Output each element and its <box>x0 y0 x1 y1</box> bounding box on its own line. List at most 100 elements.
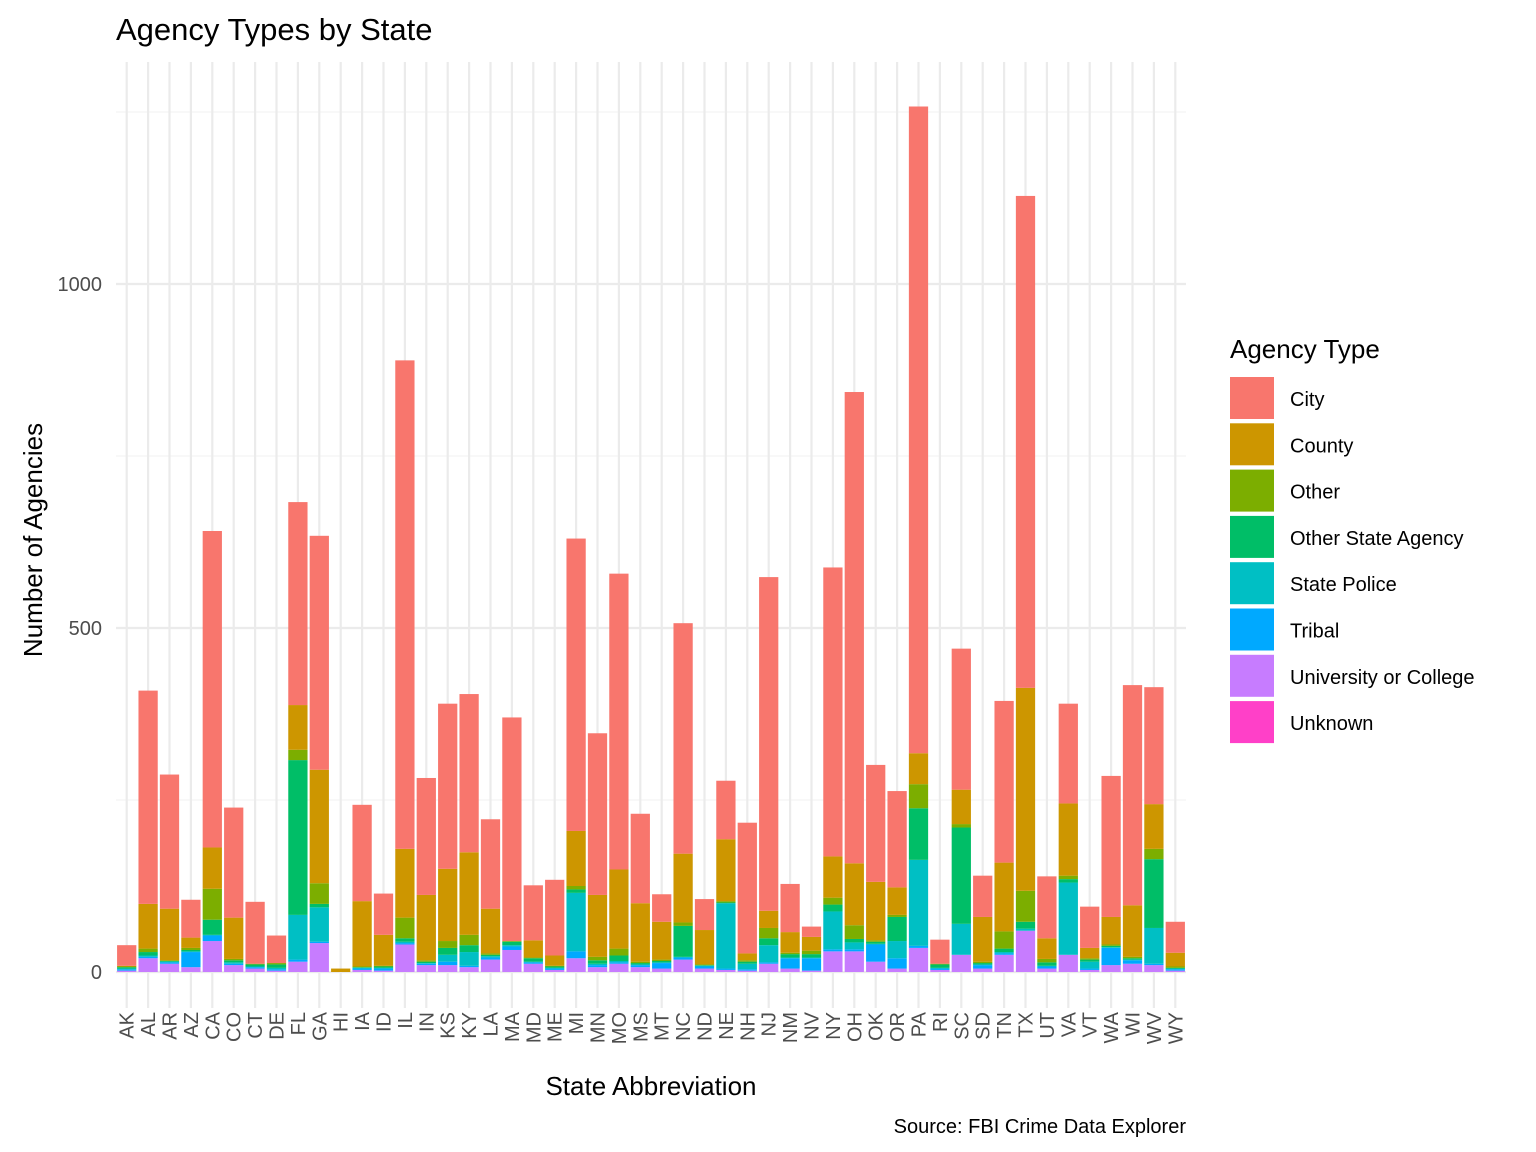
bar-segment-wa-other <box>1101 944 1121 946</box>
bar-segment-id-other-state-agency <box>373 966 394 968</box>
bar-segment-fl-other <box>288 749 308 761</box>
bar-segment-wv-county <box>1144 804 1164 849</box>
bar-segment-ky-tribal <box>459 965 479 968</box>
bar-segment-ok-other-state-agency <box>866 941 886 944</box>
bar-segment-mo-state-police <box>609 960 629 963</box>
bar-segment-ma-tribal <box>502 946 522 950</box>
bar-segment-ar-tribal <box>159 962 180 964</box>
bar-segment-mt-university-or-college <box>652 968 672 972</box>
x-tick-label-ok: OK <box>866 1011 888 1041</box>
chart-title: Agency Types by State <box>116 12 433 47</box>
bar-segment-de-university-or-college <box>266 970 287 972</box>
bar-segment-md-tribal <box>523 962 543 964</box>
bar-segment-ut-county <box>1037 938 1057 959</box>
bar-segment-tn-city <box>994 700 1014 863</box>
bar-segment-nm-state-police <box>780 957 800 959</box>
bar-segment-wv-state-police <box>1144 927 1164 964</box>
y-tick-label: 0 <box>91 962 102 984</box>
bar-segment-hi-county <box>331 968 351 972</box>
bar-segment-ne-state-police <box>716 903 736 969</box>
bar-segment-oh-other-state-agency <box>844 938 864 943</box>
bar-segment-sc-city <box>951 648 971 790</box>
x-tick-label-wa: WA <box>1101 1011 1123 1043</box>
bar-segment-ny-county <box>823 856 843 898</box>
bar-segment-va-city <box>1058 703 1078 804</box>
x-tick-label-ct: CT <box>245 1012 267 1039</box>
bar-segment-ny-tribal <box>823 949 843 952</box>
bar-segment-ga-other <box>309 883 329 904</box>
bar-segment-ri-university-or-college <box>930 969 950 972</box>
bar-segment-mn-other-state-agency <box>587 960 608 964</box>
bar-segment-ms-city <box>630 813 650 904</box>
bar-segment-az-tribal <box>181 952 201 968</box>
bar-segment-mt-city <box>652 894 672 922</box>
bar-segment-nm-county <box>780 932 800 953</box>
bar-segment-mn-university-or-college <box>587 967 608 972</box>
x-tick-label-mi: MI <box>566 1012 588 1034</box>
bar-segment-ia-county <box>352 901 372 967</box>
bar-segment-wv-tribal <box>1144 963 1164 966</box>
bar-segment-or-state-police <box>887 941 907 959</box>
x-tick-label-ia: IA <box>352 1011 374 1031</box>
x-tick-label-hi: HI <box>331 1012 353 1032</box>
x-tick-label-me: ME <box>545 1012 567 1042</box>
bar-segment-wa-state-police <box>1101 947 1121 948</box>
bar-segment-ma-university-or-college <box>502 949 522 972</box>
bar-segment-wv-other-state-agency <box>1144 859 1164 928</box>
bar-segment-nm-other <box>780 952 800 955</box>
bar-segment-ks-tribal <box>438 961 458 966</box>
legend-label-city: City <box>1290 389 1324 411</box>
bar-segment-fl-state-police <box>288 914 308 960</box>
bar-segment-nd-university-or-college <box>694 968 715 972</box>
bar-segment-me-other-state-agency <box>545 966 565 968</box>
bar-segment-ms-other <box>630 961 650 964</box>
bar-segment-in-university-or-college <box>416 965 436 972</box>
x-tick-label-mt: MT <box>652 1012 674 1041</box>
bar-segment-ks-county <box>438 868 458 942</box>
bar-segment-mi-other <box>566 886 586 890</box>
bar-segment-tn-tribal <box>994 953 1014 955</box>
bar-segment-id-city <box>373 893 394 935</box>
bar-segment-nh-county <box>737 953 757 961</box>
bar-segment-mi-university-or-college <box>566 958 586 972</box>
bar-segment-ok-other <box>866 940 886 942</box>
legend-swatch-state-police <box>1230 562 1274 605</box>
bar-segment-wy-county <box>1165 952 1185 967</box>
bar-segment-wa-university-or-college <box>1101 965 1121 972</box>
bar-segment-md-county <box>523 940 543 958</box>
bar-segment-wy-other-state-agency <box>1165 967 1185 969</box>
bar-segment-mn-other <box>587 956 608 961</box>
bar-segment-nm-other-state-agency <box>780 954 800 958</box>
bar-segment-in-other <box>416 960 436 962</box>
x-tick-label-nd: ND <box>695 1012 717 1041</box>
bar-segment-mn-tribal <box>587 965 608 968</box>
bar-segment-ar-city <box>159 774 180 909</box>
bar-segment-in-county <box>416 894 436 961</box>
x-tick-label-ky: KY <box>459 1012 481 1039</box>
bar-segment-wv-university-or-college <box>1144 965 1164 972</box>
bar-segment-md-other <box>523 957 543 959</box>
bar-segment-in-city <box>416 777 436 895</box>
x-tick-label-tn: TN <box>994 1012 1016 1039</box>
bar-segment-il-university-or-college <box>395 944 415 972</box>
legend-swatch-university-or-college <box>1230 654 1274 697</box>
bar-segment-ga-state-police <box>309 907 329 942</box>
bar-segment-fl-tribal <box>288 959 308 962</box>
bar-segment-la-city <box>480 819 501 909</box>
bar-segment-sc-other <box>951 824 971 828</box>
bar-segment-co-city <box>224 807 244 918</box>
bar-segment-ok-state-police <box>866 943 886 945</box>
bar-segment-sd-university-or-college <box>973 968 993 972</box>
bar-segment-or-tribal <box>887 958 907 969</box>
bar-segment-va-state-police <box>1058 882 1078 955</box>
bar-segment-nj-state-police <box>759 945 779 963</box>
bar-segment-oh-tribal <box>844 949 864 952</box>
bar-segment-nc-university-or-college <box>673 959 693 972</box>
bar-segment-al-city <box>138 690 158 904</box>
bar-segment-pa-other-state-agency <box>908 808 929 860</box>
x-tick-label-ga: GA <box>309 1011 331 1041</box>
bar-segment-al-other-state-agency <box>138 952 158 956</box>
x-tick-label-va: VA <box>1058 1011 1080 1037</box>
x-tick-label-ms: MS <box>630 1012 652 1042</box>
x-tick-label-az: AZ <box>181 1012 203 1038</box>
